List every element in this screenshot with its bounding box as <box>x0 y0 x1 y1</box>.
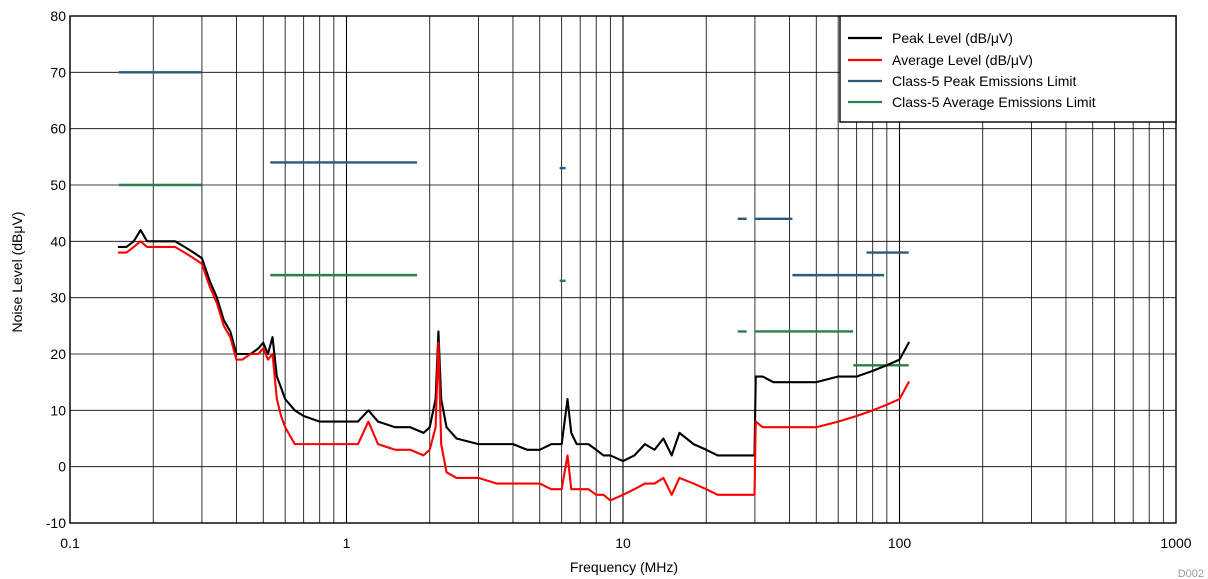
y-tick-label: 10 <box>50 402 66 418</box>
legend-label-average-level: Average Level (dB/μV) <box>892 52 1033 68</box>
x-tick-label: 10 <box>615 535 631 551</box>
y-tick-label: 80 <box>50 8 66 24</box>
y-tick-label: -10 <box>46 515 66 531</box>
legend-label-class5-average-limit: Class-5 Average Emissions Limit <box>892 94 1096 110</box>
axis-layer: 0.1 1 10 100 1000 -10 0 10 20 30 40 50 60 70 80 <box>46 8 1192 551</box>
watermark: D002 <box>1178 568 1204 579</box>
y-tick-label: 0 <box>58 459 66 475</box>
x-tick-label: 1000 <box>1160 535 1191 551</box>
x-tick-label: 1 <box>343 535 351 551</box>
legend: Peak Level (dB/μV) Average Level (dB/μV)… <box>839 15 1177 123</box>
y-tick-label: 70 <box>50 64 66 80</box>
average-level-series <box>117 240 910 502</box>
peak-level-series <box>117 229 910 463</box>
legend-label-class5-peak-limit: Class-5 Peak Emissions Limit <box>892 73 1076 89</box>
y-tick-label: 30 <box>50 290 66 306</box>
legend-box <box>839 15 1177 123</box>
y-tick-label: 20 <box>50 346 66 362</box>
y-tick-label: 60 <box>50 121 66 137</box>
y-tick-label: 50 <box>50 177 66 193</box>
plot-layer <box>117 71 910 502</box>
y-tick-label: 40 <box>50 233 66 249</box>
x-tick-label: 100 <box>888 535 912 551</box>
x-tick-label: 0.1 <box>60 535 80 551</box>
plot-frame <box>69 15 1177 524</box>
y-axis-title: Noise Level (dBμV) <box>9 212 25 333</box>
legend-label-peak-level: Peak Level (dB/μV) <box>892 30 1013 46</box>
x-axis-title: Frequency (MHz) <box>570 559 678 575</box>
